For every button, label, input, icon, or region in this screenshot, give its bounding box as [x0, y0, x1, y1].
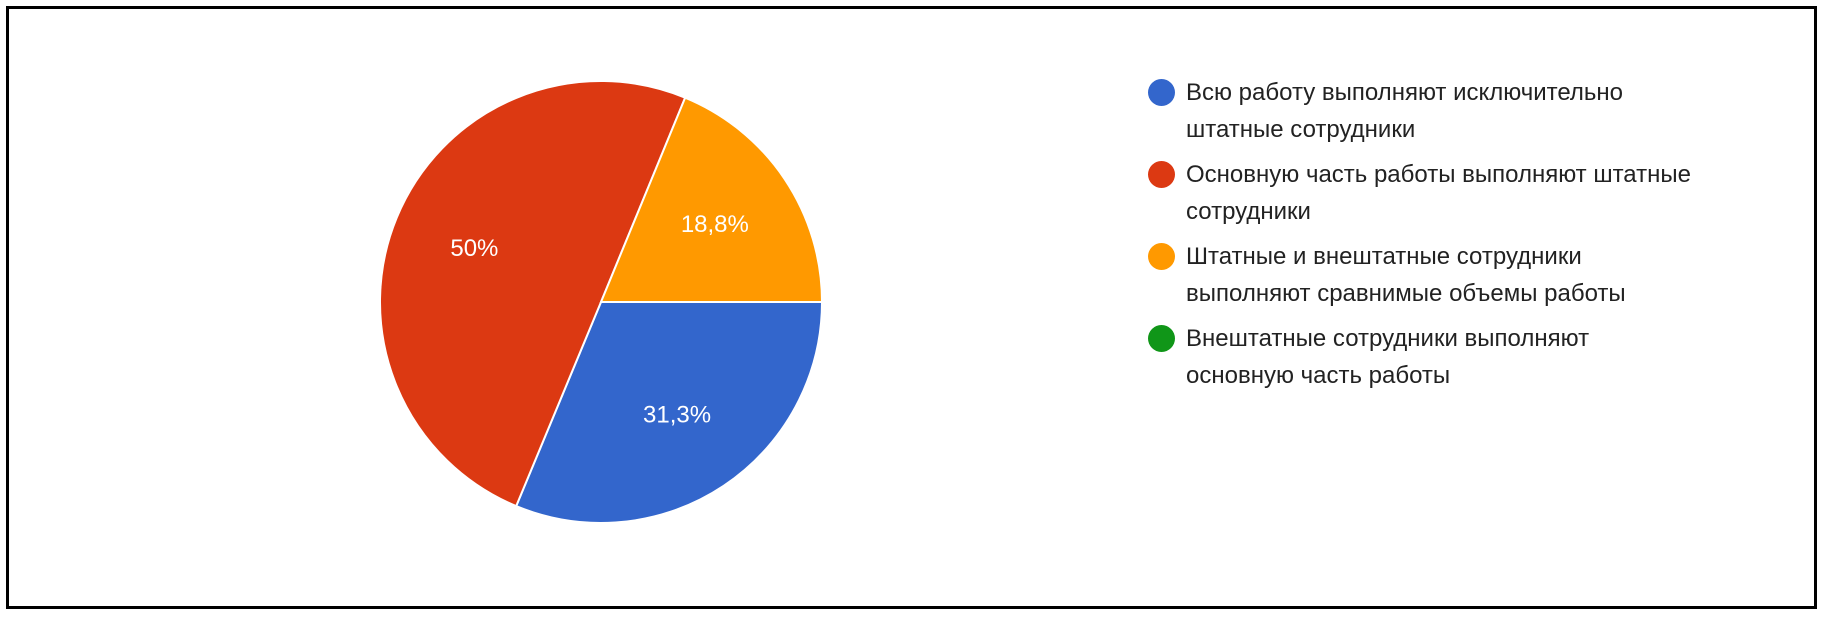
legend-swatch — [1148, 325, 1175, 352]
legend-swatch — [1148, 79, 1175, 106]
pie-slice — [599, 96, 824, 303]
pie-slice — [514, 301, 824, 524]
legend-swatch — [1148, 243, 1175, 270]
legend-entry: Внештатные сотрудники выполняют основную… — [1148, 320, 1708, 394]
legend-swatch — [1148, 161, 1175, 188]
legend: Всю работу выполняют исключительно штатн… — [1148, 74, 1708, 402]
legend-entry: Основную часть работы выполняют штатные … — [1148, 156, 1708, 230]
slice-label: 50% — [450, 235, 498, 262]
legend-label: Внештатные сотрудники выполняют основную… — [1186, 325, 1590, 389]
slice-label: 18,8% — [681, 211, 749, 238]
chart-frame — [6, 6, 1817, 609]
legend-label: Штатные и внештатные сотрудники выполняю… — [1186, 243, 1626, 307]
legend-entry: Штатные и внештатные сотрудники выполняю… — [1148, 238, 1708, 312]
pie-slice — [378, 79, 687, 508]
legend-entry: Всю работу выполняют исключительно штатн… — [1148, 74, 1708, 148]
slice-label: 31,3% — [643, 401, 711, 428]
legend-label: Основную часть работы выполняют штатные … — [1186, 161, 1691, 225]
legend-label: Всю работу выполняют исключительно штатн… — [1186, 79, 1624, 143]
